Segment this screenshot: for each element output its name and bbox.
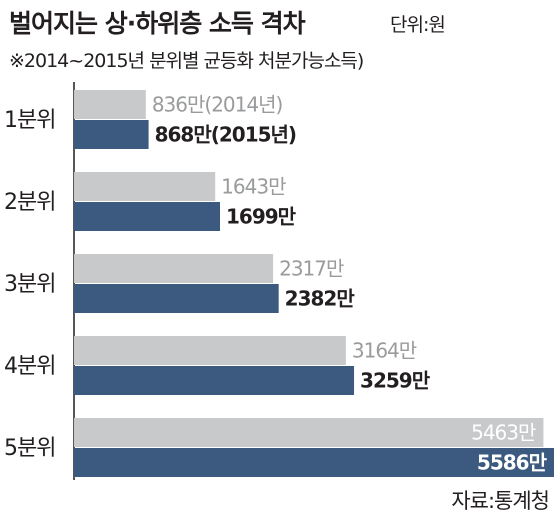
chart-title: 벌어지는 상·하위층 소득 격차 [9, 9, 306, 38]
bar-2015-5 [74, 448, 554, 477]
value-label-2015-3: 2382만 [285, 287, 356, 311]
value-label-2015-4: 3259만 [360, 369, 431, 393]
bar-2014-3 [74, 254, 274, 283]
chart-subtitle: ※2014~2015년 분위별 균등화 처분가능소득) [9, 50, 364, 72]
value-label-2014-2: 1643만 [221, 175, 286, 199]
chart-source: 자료:통계청 [451, 489, 550, 513]
category-label-4: 4분위 [4, 354, 55, 379]
chart-unit-label: 단위:원 [390, 14, 446, 36]
value-label-2014-4: 3164만 [352, 339, 417, 363]
category-label-2: 2분위 [4, 190, 55, 215]
bar-2014-4 [74, 336, 346, 365]
category-label-1: 1분위 [4, 108, 55, 133]
value-label-2014-5: 5463만 [471, 421, 536, 445]
value-label-2015-1: 868만(2015년) [155, 123, 297, 147]
value-label-2014-3: 2317만 [279, 257, 344, 281]
bar-2014-2 [74, 172, 216, 201]
bar-2014-5 [74, 418, 544, 447]
bar-2015-4 [74, 366, 355, 395]
value-label-2015-2: 1699만 [226, 205, 297, 229]
category-label-5: 5분위 [4, 436, 55, 461]
value-label-2014-1: 836만(2014년) [152, 93, 283, 117]
bar-2015-2 [74, 202, 220, 231]
bar-2015-3 [74, 284, 279, 313]
category-label-3: 3분위 [4, 272, 55, 297]
bar-2014-1 [74, 90, 146, 119]
value-label-2015-5: 5586만 [477, 451, 548, 475]
bar-2015-1 [74, 120, 149, 149]
